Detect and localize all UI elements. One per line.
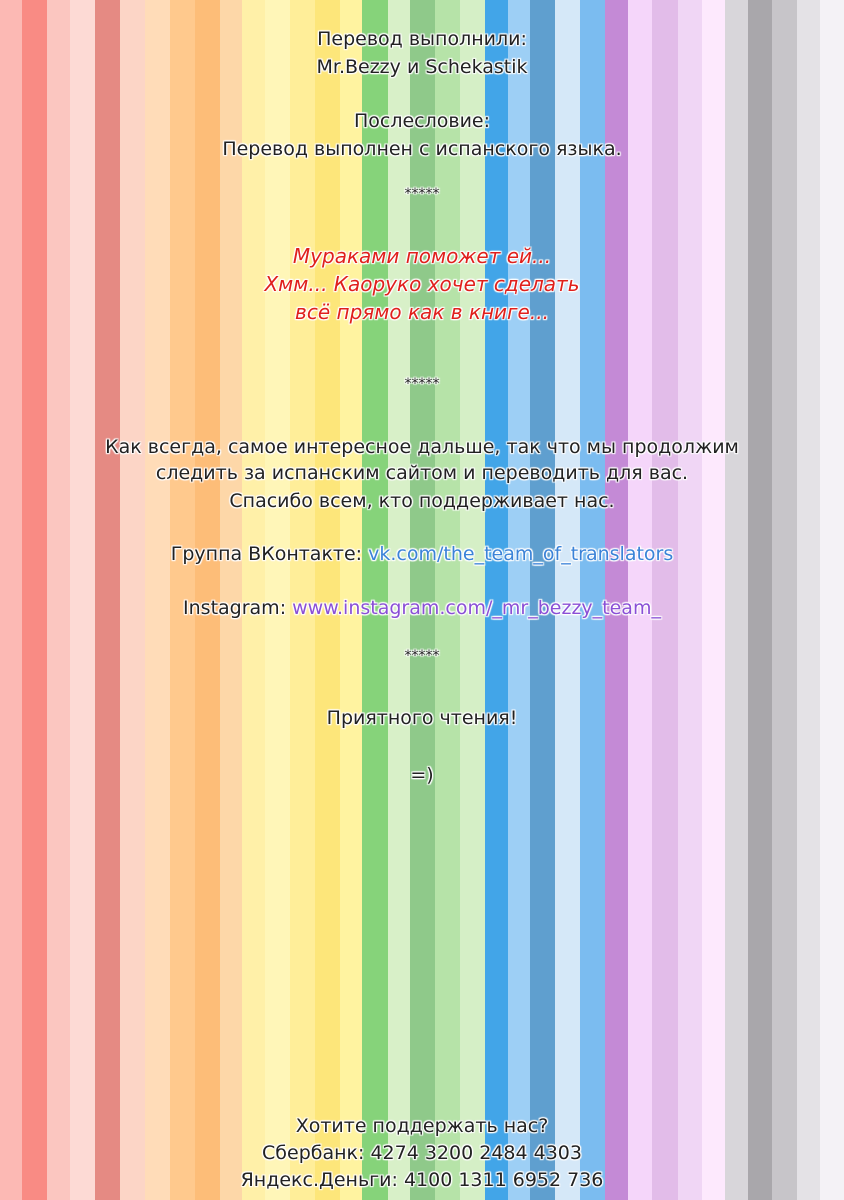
stripe xyxy=(120,0,145,1200)
stripe xyxy=(290,0,315,1200)
stripe xyxy=(435,0,460,1200)
stripe xyxy=(242,0,265,1200)
separator: ***** xyxy=(404,186,440,202)
stripe xyxy=(0,0,22,1200)
credits-heading: Перевод выполнили: xyxy=(317,28,527,50)
stripe xyxy=(508,0,530,1200)
teaser-line: Хмм... Каоруко хочет сделать xyxy=(264,272,580,296)
stripe xyxy=(652,0,678,1200)
stripe xyxy=(820,0,844,1200)
support-line: Сбербанк: 4274 3200 2484 4303 xyxy=(262,1142,582,1164)
support-line: Яндекс.Деньги: 4100 1311 6952 736 xyxy=(240,1169,604,1191)
stripe xyxy=(340,0,362,1200)
stripe xyxy=(725,0,748,1200)
stripe xyxy=(388,0,410,1200)
stripe xyxy=(95,0,120,1200)
teaser-line: Мураками поможет ей... xyxy=(292,244,552,268)
stripe xyxy=(47,0,70,1200)
stripe xyxy=(555,0,580,1200)
stripe xyxy=(628,0,652,1200)
stripe xyxy=(22,0,47,1200)
vk-row: Группа ВКонтакте: vk.com/the_team_of_tra… xyxy=(0,543,844,565)
instagram-link[interactable]: www.instagram.com/_mr_bezzy_team_ xyxy=(292,597,661,619)
stripe xyxy=(748,0,772,1200)
stripe xyxy=(195,0,220,1200)
stripe xyxy=(70,0,95,1200)
stripe xyxy=(702,0,725,1200)
stripe xyxy=(580,0,605,1200)
support-line: Хотите поддержать нас? xyxy=(295,1115,549,1137)
stripe xyxy=(460,0,485,1200)
stripe xyxy=(797,0,820,1200)
stripe xyxy=(678,0,702,1200)
stripe xyxy=(220,0,242,1200)
instagram-row: Instagram: www.instagram.com/_mr_bezzy_t… xyxy=(0,597,844,619)
stripe xyxy=(170,0,195,1200)
stripe xyxy=(772,0,797,1200)
separator: ***** xyxy=(404,376,440,392)
stripe xyxy=(605,0,628,1200)
instagram-label: Instagram: xyxy=(183,597,287,619)
smiley: =) xyxy=(410,764,434,786)
stripe xyxy=(485,0,508,1200)
message-line: Как всегда, самое интересное дальше, так… xyxy=(105,436,739,458)
vk-label: Группа ВКонтакте: xyxy=(170,543,363,565)
afterword-text: Перевод выполнен с испанского языка. xyxy=(222,138,622,160)
teaser-line: всё прямо как в книге... xyxy=(295,300,549,324)
stripe xyxy=(362,0,388,1200)
stripe xyxy=(145,0,170,1200)
stripe xyxy=(265,0,290,1200)
vk-link[interactable]: vk.com/the_team_of_translators xyxy=(368,543,674,565)
credits-names: Mr.Bezzy и Schekastik xyxy=(316,56,528,78)
afterword-heading: Послесловие: xyxy=(353,110,491,132)
message-line: Спасибо всем, кто поддерживает нас. xyxy=(229,490,615,512)
closing: Приятного чтения! xyxy=(326,707,518,729)
separator: ***** xyxy=(404,648,440,664)
stripe xyxy=(410,0,435,1200)
stripe xyxy=(315,0,340,1200)
stripe xyxy=(530,0,555,1200)
message-line: следить за испанским сайтом и переводить… xyxy=(155,462,689,484)
